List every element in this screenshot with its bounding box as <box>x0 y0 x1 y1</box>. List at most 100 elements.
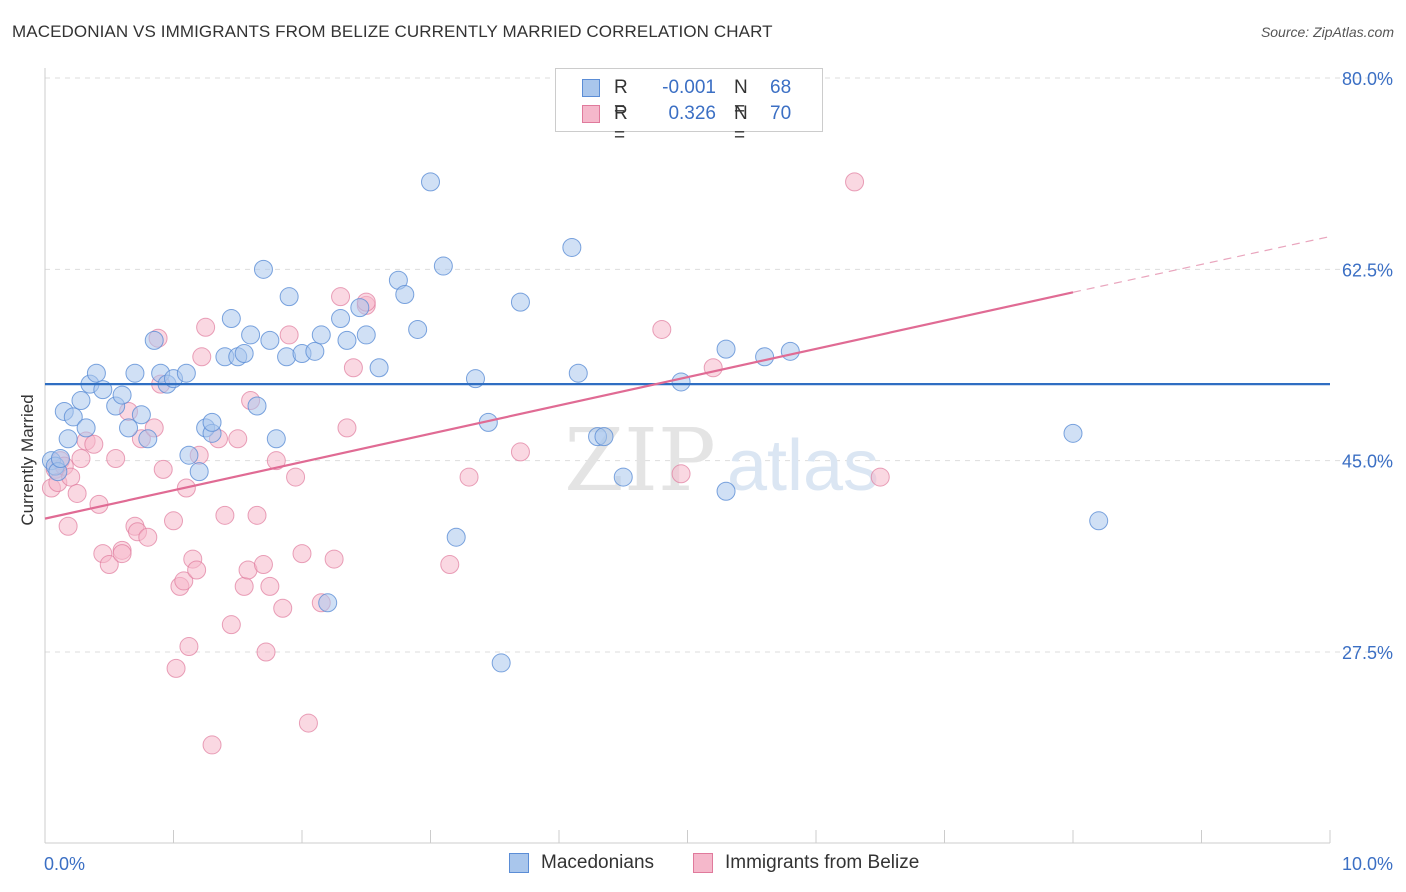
macedonian-point <box>131 405 151 425</box>
belize-point <box>279 325 299 345</box>
belize-point <box>337 418 357 438</box>
y-tick-label: 27.5% <box>1342 643 1393 663</box>
belize-trend-line <box>44 291 1074 520</box>
macedonian-point <box>279 287 299 307</box>
macedonian-point <box>234 344 254 364</box>
belize-point <box>343 358 363 378</box>
belize-point <box>192 347 212 367</box>
belize-point <box>459 467 479 487</box>
belize-point <box>138 527 158 547</box>
macedonian-point <box>446 527 466 547</box>
legend-r-value: 0.326 <box>668 103 716 124</box>
macedonian-point <box>144 330 164 350</box>
belize-point <box>228 429 248 449</box>
macedonian-point <box>1063 423 1083 443</box>
legend-swatch-pink <box>582 105 600 123</box>
legend-r-label: R = <box>614 103 628 146</box>
belize-point <box>671 464 691 484</box>
belize-point <box>164 511 183 531</box>
legend-n-value: 68 <box>770 77 792 98</box>
y-tick-label: 62.5% <box>1342 260 1393 280</box>
x-tick-labels: 0.0% 10.0% <box>44 854 1393 874</box>
belize-point <box>221 615 241 635</box>
macedonian-point <box>76 418 96 438</box>
macedonian-point <box>421 172 440 192</box>
belize-point <box>292 544 312 564</box>
y-tick-label: 80.0% <box>1342 69 1393 89</box>
watermark-zip: ZIP <box>564 411 716 511</box>
bottom-legend-label: Macedonians <box>541 852 655 873</box>
belize-point <box>58 516 78 536</box>
belize-point <box>703 358 723 378</box>
legend-n-value: 70 <box>770 103 792 124</box>
macedonian-point <box>221 309 241 329</box>
macedonian-point <box>311 325 331 345</box>
belize-point <box>324 549 344 569</box>
belize-point <box>266 451 286 471</box>
macedonian-point <box>755 347 775 367</box>
macedonian-point <box>125 363 145 383</box>
macedonian-point <box>408 319 428 339</box>
macedonian-point <box>63 407 83 427</box>
macedonian-point <box>594 427 614 447</box>
macedonian-point <box>350 298 370 318</box>
macedonian-point <box>176 363 196 383</box>
belize-point <box>440 555 460 575</box>
belize-point <box>179 637 199 657</box>
belize-point <box>112 544 132 564</box>
y-tick-label: 45.0% <box>1342 452 1393 472</box>
belize-point <box>298 713 318 733</box>
belize-point <box>286 467 306 487</box>
chart-title: MACEDONIAN VS IMMIGRANTS FROM BELIZE CUR… <box>12 22 773 41</box>
belize-point <box>196 317 216 337</box>
belize-point <box>166 658 186 678</box>
macedonian-point <box>189 462 209 482</box>
belize-point <box>870 467 890 487</box>
macedonian-point <box>356 325 376 345</box>
bottom-legend-label: Immigrants from Belize <box>725 852 920 873</box>
correlation-legend: R = -0.001 N = 68 R = 0.326 N = 70 <box>555 68 823 146</box>
belize-point <box>510 442 530 462</box>
source-label: Source: ZipAtlas.com <box>1260 24 1394 40</box>
legend-n-label: N = <box>734 77 748 120</box>
legend-swatch-blue <box>582 79 600 97</box>
belize-point <box>67 483 87 503</box>
belize-point <box>106 448 126 468</box>
macedonian-point <box>241 325 261 345</box>
belize-point <box>84 434 104 454</box>
belize-point <box>256 642 276 662</box>
belize-point <box>845 172 865 192</box>
belize-point <box>202 735 222 755</box>
belize-point <box>234 576 254 596</box>
watermark-atlas: atlas <box>727 426 879 506</box>
macedonian-point <box>119 418 139 438</box>
macedonian-point <box>671 372 691 392</box>
macedonian-point <box>247 396 267 416</box>
belize-point <box>273 598 293 618</box>
belize-point <box>215 505 235 525</box>
macedonian-point <box>395 284 415 304</box>
macedonian-point <box>277 347 297 367</box>
bottom-legend-swatch-blue <box>509 853 529 873</box>
macedonian-point <box>613 467 633 487</box>
macedonian-point <box>337 330 357 350</box>
belize-trend-extension <box>1072 235 1331 293</box>
legend-r-value: -0.001 <box>662 77 716 98</box>
macedonian-point <box>58 429 78 449</box>
macedonian-point <box>260 330 280 350</box>
trend-lines <box>44 235 1331 520</box>
belize-point <box>331 287 351 307</box>
belize-point <box>153 459 173 479</box>
belize-point <box>71 448 91 468</box>
series-macedonians-points <box>41 90 1109 673</box>
macedonian-point <box>369 358 389 378</box>
macedonian-point <box>562 237 582 257</box>
macedonian-point <box>318 593 338 613</box>
macedonian-point <box>202 412 222 432</box>
macedonian-point <box>491 653 511 673</box>
x-tick-label-max: 10.0% <box>1342 854 1393 874</box>
macedonian-point <box>716 481 736 501</box>
y-tick-labels: 27.5% 45.0% 62.5% 80.0% <box>1342 69 1393 663</box>
macedonian-point <box>50 448 70 468</box>
